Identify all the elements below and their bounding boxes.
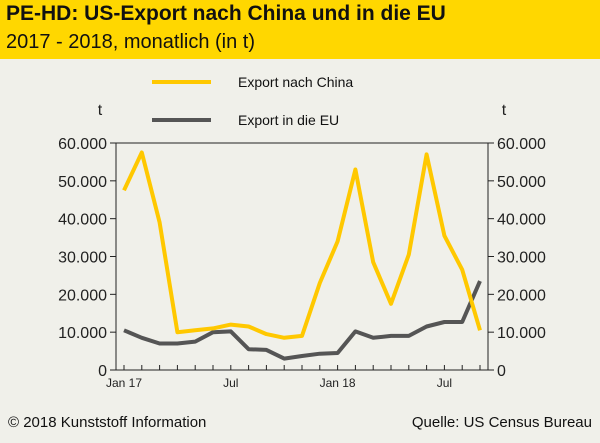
y-tick-label-right: 30.000 bbox=[497, 250, 546, 267]
y-axis-unit-left: t bbox=[98, 102, 103, 119]
line-chart: Export nach China Export in die EU t t 0… bbox=[58, 74, 546, 390]
chart-subtitle: 2017 - 2018, monatlich (in t) bbox=[6, 31, 256, 53]
y-tick-label-right: 0 bbox=[497, 363, 506, 380]
x-tick-label: Jul bbox=[437, 376, 452, 390]
y-tick-label-right: 10.000 bbox=[497, 325, 546, 342]
chart-title: PE-HD: US-Export nach China und in die E… bbox=[6, 2, 446, 25]
x-tick-label: Jan 18 bbox=[320, 376, 356, 390]
y-tick-label-left: 10.000 bbox=[58, 325, 107, 342]
y-tick-label-right: 60.000 bbox=[497, 136, 546, 153]
y-axis-unit-right: t bbox=[502, 102, 507, 119]
legend: Export nach China Export in die EU bbox=[152, 74, 353, 128]
y-tick-label-left: 0 bbox=[98, 363, 107, 380]
y-tick-label-left: 60.000 bbox=[58, 136, 107, 153]
y-tick-label-left: 20.000 bbox=[58, 287, 107, 304]
series-line-china bbox=[122, 150, 482, 340]
legend-label-china: Export nach China bbox=[238, 74, 353, 90]
header-bar: PE-HD: US-Export nach China und in die E… bbox=[0, 0, 600, 59]
legend-label-eu: Export in die EU bbox=[238, 112, 339, 128]
y-tick-label-left: 30.000 bbox=[58, 250, 107, 267]
y-tick-label-left: 50.000 bbox=[58, 174, 107, 191]
x-tick-label: Jul bbox=[223, 376, 238, 390]
y-tick-label-left: 40.000 bbox=[58, 212, 107, 229]
source-text: Quelle: US Census Bureau bbox=[411, 414, 592, 431]
copyright-text: © 2018 Kunststoff Information bbox=[8, 414, 207, 431]
y-tick-label-right: 40.000 bbox=[497, 212, 546, 229]
y-tick-label-right: 20.000 bbox=[497, 287, 546, 304]
y-tick-label-right: 50.000 bbox=[497, 174, 546, 191]
x-tick-label: Jan 17 bbox=[106, 376, 142, 390]
